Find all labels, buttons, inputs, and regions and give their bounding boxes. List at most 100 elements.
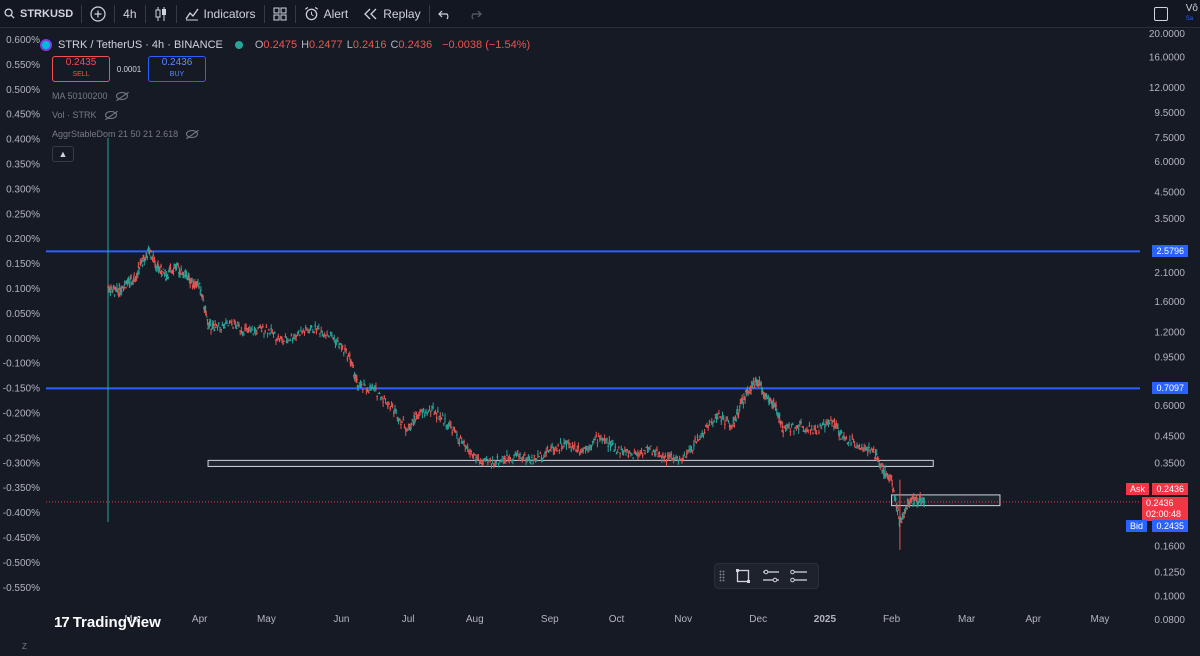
candle-body (730, 426, 732, 428)
replay-button[interactable]: Replay (356, 0, 428, 28)
candle-body (203, 311, 206, 313)
fullscreen-icon[interactable] (1153, 7, 1168, 21)
candle-body (806, 430, 808, 432)
candle-body (319, 333, 321, 335)
candle-body (795, 426, 798, 428)
user-menu[interactable]: Vô Sa (1186, 4, 1200, 24)
candle-body (693, 444, 695, 446)
candle-body (150, 250, 153, 252)
redo-button[interactable] (460, 0, 490, 28)
candle-body (810, 429, 813, 431)
candle-body (185, 275, 188, 277)
candle-body (341, 345, 344, 347)
candle-body (476, 457, 478, 459)
candle-body (459, 437, 462, 439)
indicator-row[interactable]: AggrStableDom 21 50 21 2.618 (52, 124, 530, 143)
candle-body (801, 426, 804, 428)
candle-body (513, 454, 515, 456)
buy-button[interactable]: 0.2436 BUY (148, 56, 206, 82)
symbol-search[interactable]: STRKUSD (0, 0, 81, 28)
candle-body (840, 431, 843, 433)
candle-body (508, 457, 511, 459)
candle-body (138, 271, 140, 273)
candle-body (133, 275, 136, 277)
alert-button[interactable]: Alert (296, 0, 357, 28)
candle-body (778, 420, 780, 423)
candle-body (244, 328, 246, 330)
time-axis-tick: Feb (883, 614, 901, 625)
indicator-row[interactable]: Vol · STRK (52, 105, 530, 124)
candle-body (890, 475, 893, 477)
upper-line-price-tag[interactable]: 2.5796 (1152, 245, 1188, 258)
drag-handle-icon[interactable] (719, 570, 725, 582)
candle-body (716, 417, 719, 420)
eye-hidden-icon[interactable] (186, 129, 199, 138)
ohlc-key: L (346, 39, 353, 51)
rectangle-tool-button[interactable] (733, 567, 753, 585)
eye-hidden-icon[interactable] (115, 91, 128, 100)
divider (114, 4, 116, 23)
candle-body (263, 332, 265, 334)
candle-body (387, 405, 389, 407)
ask-label: Ask (1126, 483, 1150, 495)
layouts-button[interactable] (265, 0, 295, 28)
candle-body (287, 338, 289, 340)
indicator-row[interactable]: MA 50100200 (52, 86, 530, 105)
candle-body (753, 382, 755, 384)
goto-date-button[interactable]: Z (22, 642, 27, 651)
candle-body (498, 460, 501, 462)
candle-body (887, 477, 890, 479)
candle-body (923, 501, 926, 503)
undo-button[interactable] (430, 0, 460, 28)
candle-body (226, 322, 228, 324)
horizontal-channel-button[interactable] (789, 567, 809, 585)
eye-hidden-icon[interactable] (104, 110, 117, 119)
candle-body (859, 447, 862, 449)
user-sublabel: Sa (1185, 16, 1194, 22)
toolbar-right: Vô Sa (1153, 0, 1200, 28)
sell-button[interactable]: 0.2435 SELL (52, 56, 110, 82)
candle-body (582, 449, 584, 452)
left-axis-tick: 0.150% (6, 259, 40, 270)
chart-type-button[interactable] (146, 0, 176, 28)
candle-body (742, 401, 745, 404)
candle-body (435, 417, 438, 419)
lower-line-price-tag[interactable]: 0.7097 (1152, 382, 1188, 395)
candle-body (490, 463, 493, 465)
candle-body (755, 380, 757, 382)
horizontal-lines[interactable] (46, 250, 1140, 503)
candle-body (557, 445, 559, 447)
candle-body (501, 459, 503, 461)
candle-body (759, 382, 762, 384)
candle-body (240, 330, 243, 332)
candle-body (574, 444, 576, 446)
candle-body (808, 425, 811, 427)
left-axis-tick: 0.250% (6, 209, 40, 220)
collapse-legend-button[interactable]: ▲ (52, 146, 74, 162)
candle-body (660, 456, 663, 458)
candle-body (394, 408, 396, 410)
price-chart[interactable]: 0.600% 0.550% 0.500% 0.450% 0.400% 0.350% 0.30… (0, 28, 1200, 638)
candle-body (242, 333, 245, 335)
candle-body (893, 495, 896, 498)
interval-button[interactable]: 4h (115, 0, 144, 28)
candle-body (364, 384, 367, 386)
tradingview-logo[interactable]: 17 TradingView (54, 614, 161, 631)
bid-label: Bid (1126, 520, 1148, 532)
candle-body (327, 335, 330, 337)
candle-body (296, 335, 299, 337)
change-value: −0.0038 (−1.54%) (442, 39, 531, 51)
candle-body (198, 282, 201, 284)
indicators-button[interactable]: Indicators (177, 0, 264, 28)
parallel-channel-button[interactable] (761, 567, 781, 585)
candle-body (515, 453, 518, 455)
candle-body (552, 449, 555, 451)
candle-body (161, 271, 164, 273)
add-symbol-button[interactable] (82, 0, 114, 28)
candle-body (834, 423, 837, 425)
candle-body (768, 402, 771, 404)
candle-body (220, 328, 222, 331)
candle-body (644, 452, 646, 455)
candle-body (877, 458, 880, 460)
candle-body (412, 419, 414, 421)
